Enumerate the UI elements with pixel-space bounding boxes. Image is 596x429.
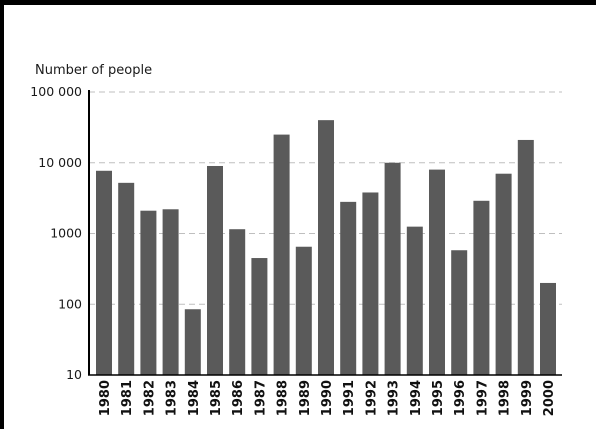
bar-1987: [251, 258, 268, 375]
x-tick-label: 1986: [231, 380, 246, 416]
x-tick-label: 1997: [475, 380, 490, 416]
bar-1981: [118, 182, 135, 375]
bar-1998: [495, 173, 512, 375]
bar-1992: [362, 192, 379, 375]
bar-1996: [451, 250, 468, 375]
bar-1989: [295, 246, 312, 375]
bar-1988: [273, 134, 290, 375]
x-tick-label: 1992: [364, 380, 379, 416]
x-tick-label: 1991: [342, 380, 357, 416]
bar-1995: [429, 169, 445, 375]
bar-1986: [229, 229, 246, 375]
x-tick-label: 1990: [320, 380, 335, 416]
x-tick-label: 1993: [387, 380, 402, 416]
bar-1990: [318, 120, 334, 375]
x-tick-label: 1984: [187, 380, 202, 416]
x-tick-label: 1987: [253, 380, 268, 416]
x-tick-label: 1982: [142, 380, 157, 416]
y-tick-label: 10: [66, 367, 82, 382]
x-tick-label: 1995: [431, 380, 446, 416]
bar-1994: [406, 226, 423, 375]
x-tick-label: 1981: [120, 380, 135, 416]
bar-2000: [540, 282, 556, 375]
bar-1984: [184, 309, 201, 375]
bar-1991: [340, 201, 357, 375]
y-tick-labels: 10 100 1000 10 000 100 000: [30, 84, 82, 382]
y-tick-label: 100: [58, 296, 82, 311]
axes: [88, 90, 562, 376]
x-tick-label: 1985: [209, 380, 224, 416]
x-tick-label: 1983: [165, 380, 180, 416]
x-tick-label: 1996: [453, 380, 468, 416]
bar-1993: [384, 162, 401, 375]
y-tick-label: 10 000: [38, 155, 82, 170]
bar-1997: [473, 200, 490, 375]
x-tick-label: 2000: [542, 380, 557, 416]
bar-1999: [517, 139, 534, 375]
x-tick-labels: 1980 1981 1982 1983 1984 1985 1986 1987 1988 1989…: [98, 380, 557, 416]
x-tick-label: 1999: [520, 380, 535, 416]
y-axis-label: Number of people: [35, 63, 152, 78]
y-tick-label: 100 000: [30, 84, 82, 99]
bar-1983: [162, 209, 179, 375]
bar-1982: [140, 210, 157, 375]
x-tick-label: 1988: [276, 380, 291, 416]
bars: [96, 120, 556, 375]
bar-1985: [207, 165, 223, 375]
bar-1980: [96, 170, 112, 375]
x-tick-label: 1998: [498, 380, 513, 416]
x-tick-label: 1989: [298, 380, 313, 416]
x-tick-label: 1980: [98, 380, 113, 416]
y-tick-label: 1000: [50, 226, 82, 241]
x-tick-label: 1994: [409, 380, 424, 416]
